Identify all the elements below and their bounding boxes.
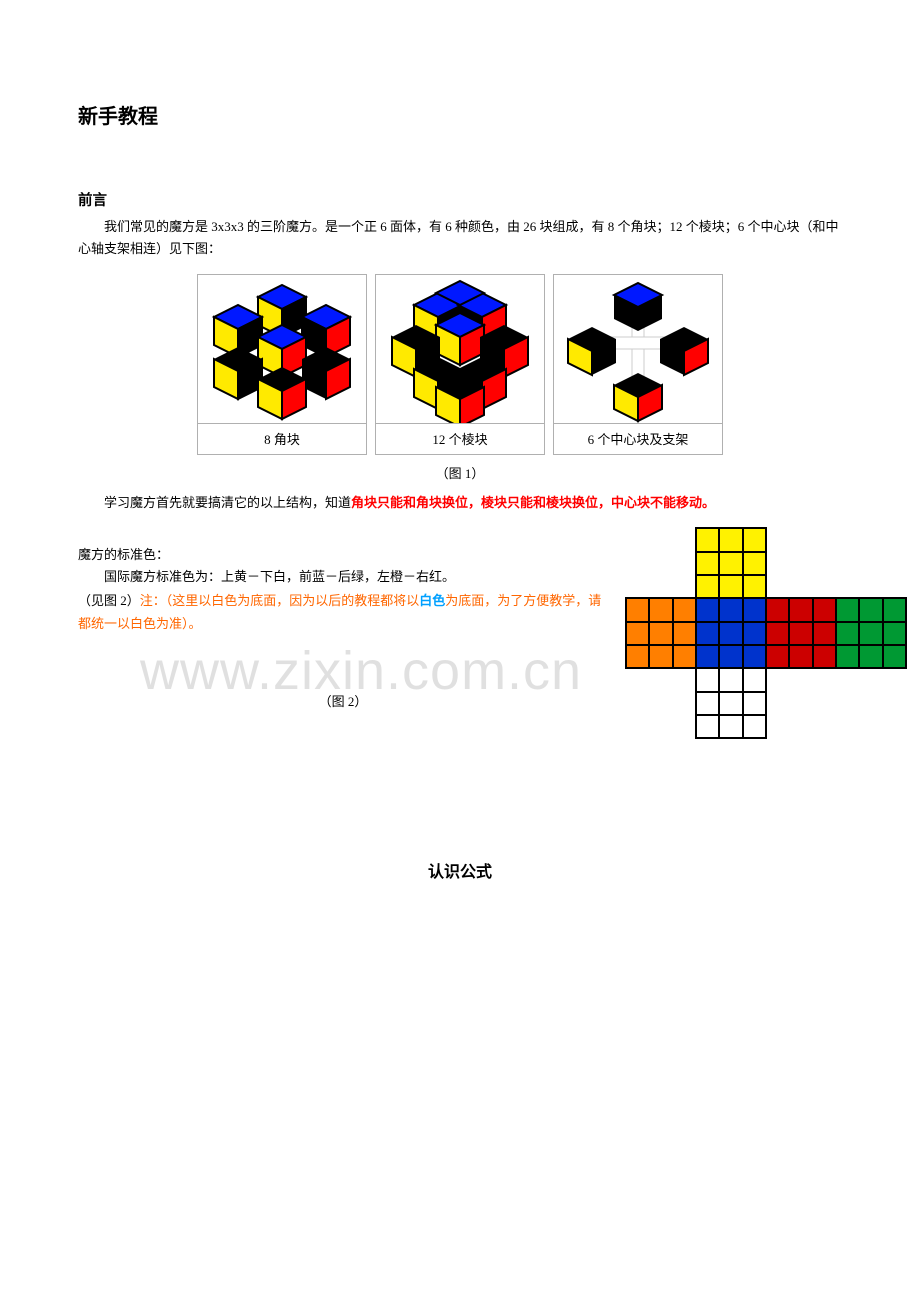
net-sticker [718,597,743,622]
fig1-panel-corner: 8 角块 [197,274,367,455]
preface-p2: 学习魔方首先就要搞清它的以上结构，知道角块只能和角块换位，棱块只能和棱块换位，中… [78,492,842,514]
net-sticker [672,597,697,622]
net-sticker [788,597,813,622]
net-sticker [718,644,743,669]
std-note-pre: （见图 2） [78,593,140,608]
net-sticker [625,644,650,669]
net-sticker [695,527,720,552]
net-sticker [695,667,720,692]
net-sticker [742,644,767,669]
corner-pieces-diagram [198,275,366,423]
std-note-blue: 白色 [419,593,445,608]
net-face [696,598,766,668]
fig1-cap-edge: 12 个棱块 [376,423,544,454]
preface-p1: 我们常见的魔方是 3x3x3 的三阶魔方。是一个正 6 面体，有 6 种颜色，由… [78,216,842,260]
net-sticker [742,621,767,646]
net-sticker [695,574,720,599]
edge-pieces-diagram [376,275,544,423]
net-sticker [812,621,837,646]
net-sticker [858,597,883,622]
net-face [696,528,766,598]
net-sticker [882,597,907,622]
net-sticker [835,621,860,646]
fig2-caption: （图 2） [78,691,608,710]
center-pieces-diagram [554,275,722,423]
net-sticker [858,621,883,646]
fig1-cap-center: 6 个中心块及支架 [554,423,722,454]
net-sticker [695,714,720,739]
figure-1: 8 角块 [78,274,842,455]
net-sticker [765,597,790,622]
net-sticker [672,621,697,646]
net-face [766,598,836,668]
net-sticker [812,644,837,669]
preface-p2-pre: 学习魔方首先就要搞清它的以上结构，知道 [104,495,351,510]
std-note: （见图 2）注：（这里以白色为底面，因为以后的教程都将以白色为底面，为了方便教学… [78,590,608,634]
heading-formula: 认识公式 [78,858,842,882]
preface-heading: 前言 [78,189,842,210]
net-sticker [625,621,650,646]
net-sticker [695,621,720,646]
net-sticker [648,644,673,669]
preface-p2-red: 角块只能和角块换位，棱块只能和棱块换位，中心块不能移动。 [351,495,715,510]
net-sticker [765,621,790,646]
net-face [626,598,696,668]
net-sticker [742,527,767,552]
net-sticker [742,714,767,739]
std-note-o1: 注：（这里以白色为底面，因为以后的教程都将以 [140,593,420,608]
std-lead: 魔方的标准色： [78,544,608,566]
net-sticker [788,644,813,669]
net-sticker [788,621,813,646]
net-sticker [648,621,673,646]
net-sticker [882,621,907,646]
net-sticker [695,644,720,669]
net-sticker [742,551,767,576]
net-sticker [742,574,767,599]
net-sticker [695,597,720,622]
net-sticker [718,551,743,576]
net-sticker [718,691,743,716]
net-sticker [812,597,837,622]
net-sticker [835,644,860,669]
fig1-panel-edge: 12 个棱块 [375,274,545,455]
std-p1: 国际魔方标准色为：上黄－下白，前蓝－后绿，左橙－右红。 [78,566,608,588]
page-title: 新手教程 [78,100,842,129]
net-sticker [718,621,743,646]
net-sticker [718,527,743,552]
net-sticker [672,644,697,669]
fig1-panel-center: 6 个中心块及支架 [553,274,723,455]
fig1-cap-corner: 8 角块 [198,423,366,454]
net-sticker [648,597,673,622]
net-sticker [882,644,907,669]
fig1-caption: （图 1） [78,463,842,482]
net-sticker [625,597,650,622]
net-sticker [742,667,767,692]
net-sticker [718,714,743,739]
net-sticker [742,691,767,716]
net-face [836,598,906,668]
net-sticker [858,644,883,669]
net-sticker [742,597,767,622]
net-sticker [835,597,860,622]
net-sticker [718,574,743,599]
net-sticker [695,691,720,716]
net-sticker [765,644,790,669]
net-face [696,668,766,738]
net-sticker [695,551,720,576]
cube-net [626,544,906,738]
net-sticker [718,667,743,692]
